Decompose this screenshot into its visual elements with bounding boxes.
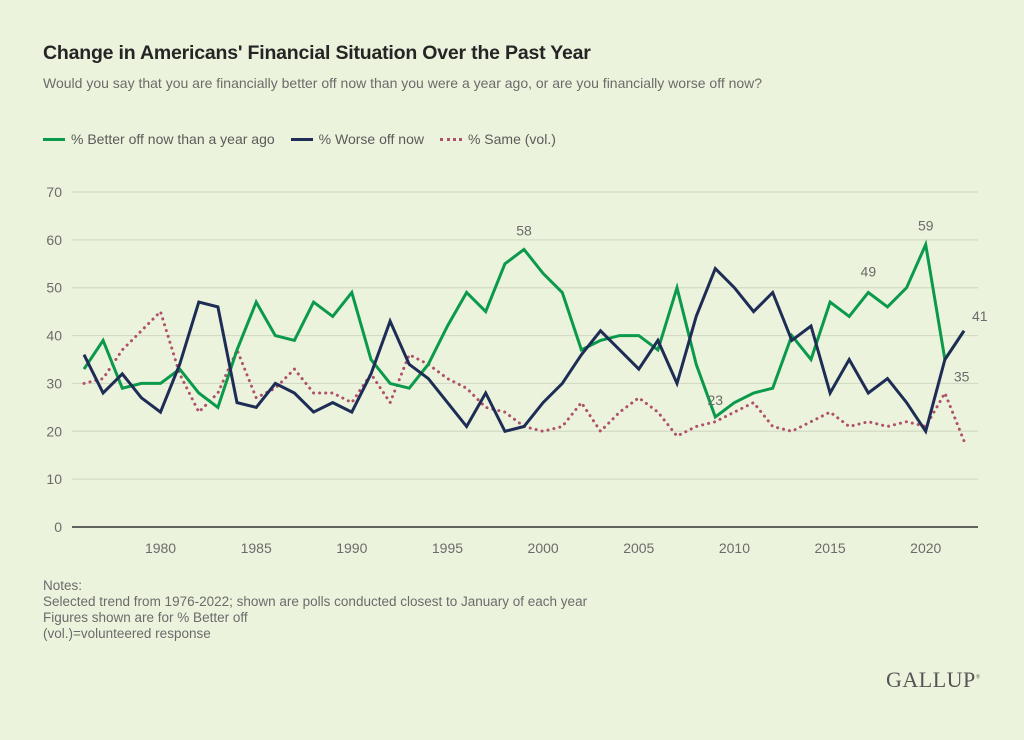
chart-title: Change in Americans' Financial Situation… — [43, 42, 591, 64]
data-label: 41 — [972, 308, 988, 324]
series-line-worse-off — [82, 265, 966, 435]
legend-swatch-better — [43, 137, 65, 141]
gallup-logo: GALLUP® — [886, 667, 981, 693]
data-label: 35 — [954, 369, 970, 385]
y-axis-ticks: 0 10 20 30 40 50 60 70 — [46, 184, 62, 535]
x-tick-label: 1985 — [241, 540, 272, 556]
legend-label-worse: % Worse off now — [318, 131, 424, 147]
data-label: 58 — [516, 222, 532, 238]
notes-heading: Notes: — [43, 578, 83, 593]
note-line: Selected trend from 1976-2022; shown are… — [43, 594, 588, 609]
y-tick-label: 70 — [46, 184, 62, 200]
x-tick-label: 2010 — [719, 540, 750, 556]
y-tick-label: 30 — [46, 375, 62, 391]
legend-item-worse: % Worse off now — [290, 131, 424, 147]
x-tick-label: 2005 — [623, 540, 654, 556]
x-tick-label: 1980 — [145, 540, 176, 556]
x-tick-label: 1990 — [336, 540, 367, 556]
y-tick-label: 40 — [46, 328, 62, 344]
notes: Notes: Selected trend from 1976-2022; sh… — [43, 578, 587, 642]
data-label: 49 — [861, 264, 877, 280]
note-line: Figures shown are for % Better off — [43, 610, 248, 625]
y-tick-label: 0 — [54, 519, 62, 535]
legend-label-better: % Better off now than a year ago — [71, 131, 275, 147]
series-lines — [82, 239, 966, 443]
note-line: (vol.)=volunteered response — [43, 626, 211, 641]
y-tick-label: 50 — [46, 280, 62, 296]
x-tick-label: 2020 — [910, 540, 941, 556]
legend: % Better off now than a year ago % Worse… — [43, 131, 566, 147]
legend-item-better: % Better off now than a year ago — [43, 131, 275, 147]
x-tick-label: 1995 — [432, 540, 463, 556]
x-axis-ticks: 1980 1985 1990 1995 2000 2005 2010 2015 2020 — [145, 540, 942, 556]
chart-subtitle: Would you say that you are financially b… — [43, 75, 763, 91]
legend-label-same: % Same (vol.) — [467, 131, 556, 147]
y-tick-label: 60 — [46, 232, 62, 248]
registered-mark: ® — [975, 674, 981, 681]
y-tick-label: 20 — [46, 423, 62, 439]
legend-swatch-worse — [290, 137, 313, 141]
logo-text: GALLUP — [886, 667, 976, 692]
data-labels: 58 23 49 59 35 41 — [516, 218, 988, 408]
data-label: 23 — [708, 392, 724, 408]
data-label: 59 — [918, 218, 934, 234]
y-tick-label: 10 — [46, 471, 62, 487]
x-tick-label: 2015 — [815, 540, 846, 556]
legend-swatch-same — [439, 137, 462, 141]
x-tick-label: 2000 — [528, 540, 559, 556]
series-line-same — [82, 308, 966, 443]
legend-item-same: % Same (vol.) — [439, 131, 556, 147]
gridlines — [72, 191, 978, 528]
